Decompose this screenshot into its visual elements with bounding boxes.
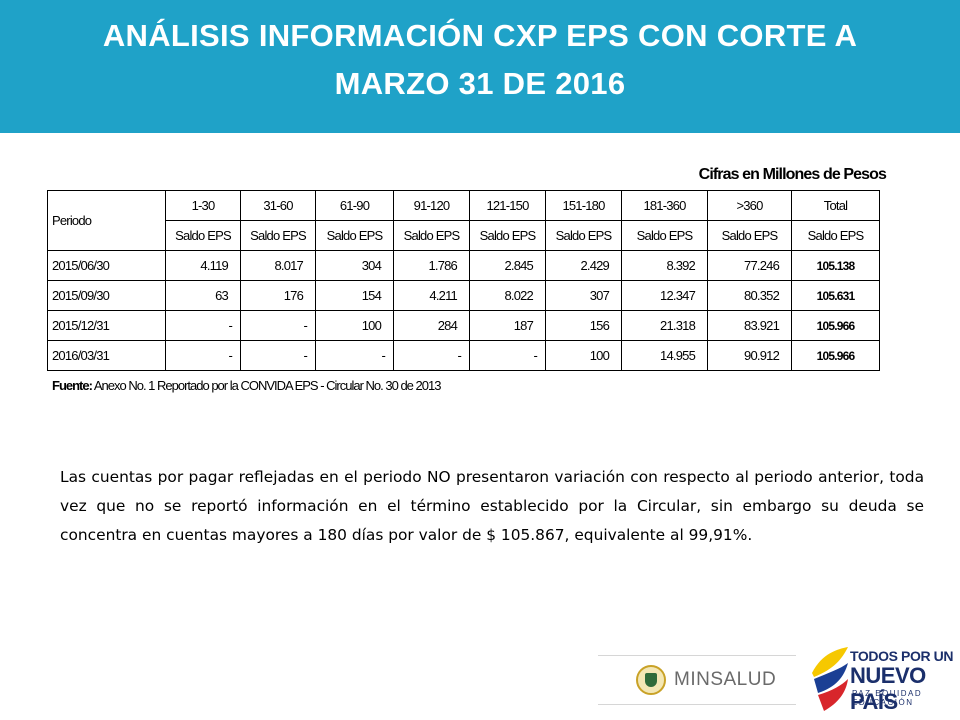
slide-title-line2: MARZO 31 DE 2016: [334, 66, 626, 101]
value-cell: -: [315, 340, 394, 371]
value-cell: 8.017: [240, 250, 316, 281]
value-cell: 21.318: [621, 310, 708, 341]
table-row: 2015/12/31 - - 100 284 187 156 21.318 83…: [47, 310, 880, 341]
value-cell: -: [165, 310, 241, 341]
range-header: 31-60: [240, 190, 316, 221]
value-cell: -: [165, 340, 241, 371]
logo-line2: NUEVO PAÍS: [850, 663, 926, 714]
value-cell: 2.845: [469, 250, 546, 281]
sub-header-row: Saldo EPS Saldo EPS Saldo EPS Saldo EPS …: [48, 220, 880, 251]
value-cell: 14.955: [621, 340, 708, 371]
logo-line1: TODOS POR UN: [850, 648, 954, 664]
range-header-row: Periodo 1-30 31-60 61-90 91-120 121-150 …: [47, 190, 880, 251]
value-cell: 176: [240, 280, 316, 311]
value-cell: 156: [545, 310, 622, 341]
value-cell: 80.352: [707, 280, 792, 311]
saldo-eps-header: Saldo EPS: [469, 220, 546, 251]
value-cell: 8.392: [621, 250, 708, 281]
cxp-table: Periodo 1-30 31-60 61-90 91-120 121-150 …: [47, 190, 880, 371]
range-header: 181-360: [621, 190, 708, 221]
total-cell: 105.966: [791, 340, 880, 371]
value-cell: 4.211: [393, 280, 470, 311]
colombia-flag-icon: [812, 647, 848, 711]
range-header: 61-90: [315, 190, 394, 221]
value-cell: 100: [315, 310, 394, 341]
colombia-seal-icon: [636, 665, 666, 695]
value-cell: 63: [165, 280, 241, 311]
table-row: 2016/03/31 - - - - - 100 14.955 90.912 1…: [47, 340, 880, 371]
total-cell: 105.631: [791, 280, 880, 311]
value-cell: 12.347: [621, 280, 708, 311]
range-header: 121-150: [469, 190, 546, 221]
table-row: 2015/09/30 63 176 154 4.211 8.022 307 12…: [47, 280, 880, 311]
saldo-eps-header: Saldo EPS: [621, 220, 708, 251]
range-header: 1-30: [165, 190, 241, 221]
value-cell: 8.022: [469, 280, 546, 311]
value-cell: 83.921: [707, 310, 792, 341]
value-cell: -: [240, 310, 316, 341]
analysis-paragraph: Las cuentas por pagar reflejadas en el p…: [60, 468, 924, 545]
saldo-eps-header: Saldo EPS: [545, 220, 622, 251]
total-cell: 105.138: [791, 250, 880, 281]
value-cell: 304: [315, 250, 394, 281]
value-cell: -: [469, 340, 546, 371]
period-cell: 2015/12/31: [47, 310, 166, 341]
footer-divider: [598, 655, 796, 656]
saldo-eps-header: Saldo EPS: [240, 220, 316, 251]
saldo-eps-header: Saldo EPS: [393, 220, 470, 251]
saldo-eps-header: Saldo EPS: [165, 220, 241, 251]
value-cell: 4.119: [165, 250, 241, 281]
value-cell: 2.429: [545, 250, 622, 281]
range-header: 151-180: [545, 190, 622, 221]
range-header: 91-120: [393, 190, 470, 221]
period-cell: 2015/06/30: [47, 250, 166, 281]
minsalud-logo-text: MINSALUD: [674, 669, 777, 690]
slide-title: ANÁLISIS INFORMACIÓN CXP EPS CON CORTE A…: [0, 0, 960, 108]
saldo-eps-header: Saldo EPS: [791, 220, 880, 251]
value-cell: 77.246: [707, 250, 792, 281]
value-cell: 154: [315, 280, 394, 311]
table-row: 2015/06/30 4.119 8.017 304 1.786 2.845 2…: [47, 250, 880, 281]
value-cell: 284: [393, 310, 470, 341]
value-cell: 307: [545, 280, 622, 311]
period-header: Periodo: [47, 190, 166, 251]
total-header: Total: [791, 190, 880, 221]
value-cell: 90.912: [707, 340, 792, 371]
period-cell: 2015/09/30: [47, 280, 166, 311]
value-cell: 100: [545, 340, 622, 371]
table-source: Fuente: Anexo No. 1 Reportado por la CON…: [52, 378, 442, 393]
value-cell: 187: [469, 310, 546, 341]
slide-title-line1: ANÁLISIS INFORMACIÓN CXP EPS CON CORTE A: [102, 18, 858, 53]
saldo-eps-header: Saldo EPS: [707, 220, 792, 251]
period-cell: 2016/03/31: [47, 340, 166, 371]
total-cell: 105.966: [791, 310, 880, 341]
todos-por-un-nuevo-pais-logo: TODOS POR UN NUEVO PAÍS PAZ EQUIDAD EDUC…: [808, 643, 958, 720]
range-header: >360: [707, 190, 792, 221]
footer-divider: [598, 704, 796, 705]
value-cell: 1.786: [393, 250, 470, 281]
slide-header: ANÁLISIS INFORMACIÓN CXP EPS CON CORTE A…: [0, 0, 960, 133]
value-cell: -: [240, 340, 316, 371]
minsalud-logo: MINSALUD: [636, 664, 776, 696]
saldo-eps-header: Saldo EPS: [315, 220, 394, 251]
units-note: Cifras en Millones de Pesos: [698, 166, 887, 183]
value-cell: -: [393, 340, 470, 371]
source-text: Anexo No. 1 Reportado por la CONVIDA EPS…: [91, 378, 442, 393]
source-label: Fuente:: [52, 378, 93, 393]
logo-line3: PAZ EQUIDAD EDUCACIÓN: [852, 689, 923, 707]
